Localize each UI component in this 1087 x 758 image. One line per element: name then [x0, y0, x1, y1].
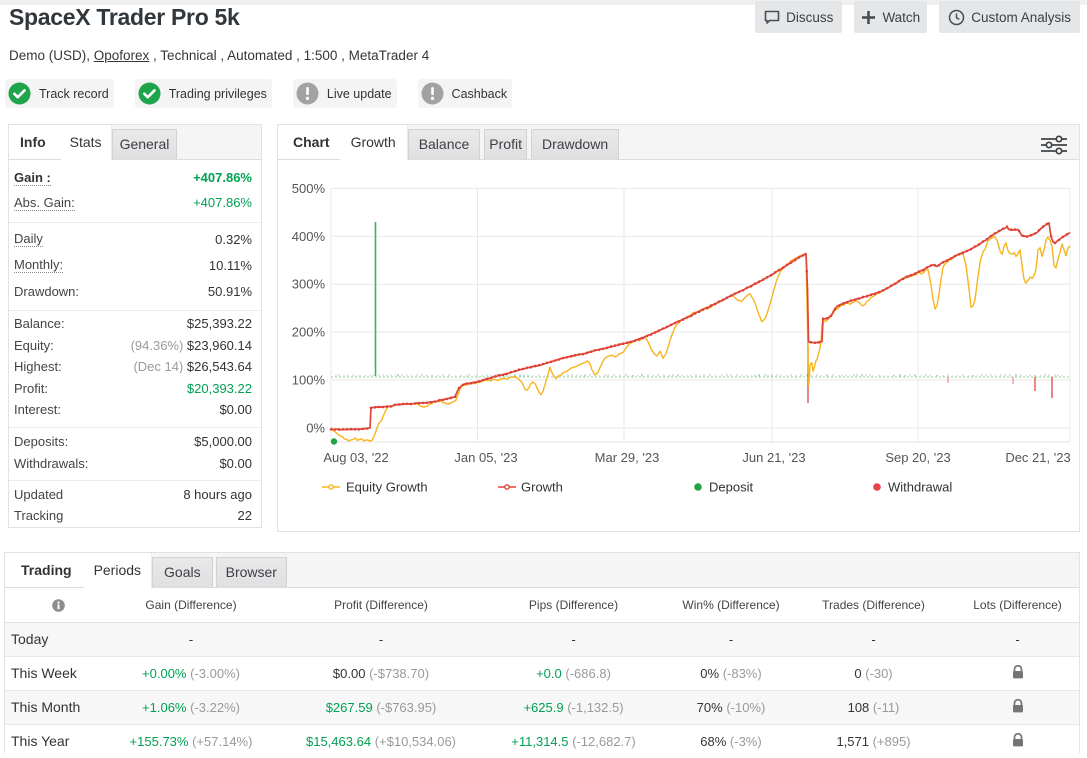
svg-text:Aug 03, '22: Aug 03, '22: [323, 450, 388, 465]
svg-text:Jan 05, '23: Jan 05, '23: [454, 450, 517, 465]
svg-text:Deposit: Deposit: [709, 480, 753, 495]
svg-text:Dec 21, '23: Dec 21, '23: [1005, 450, 1070, 465]
svg-text:Mar 29, '23: Mar 29, '23: [595, 450, 660, 465]
svg-text:400%: 400%: [292, 229, 326, 244]
svg-text:0%: 0%: [306, 420, 325, 435]
svg-text:Growth: Growth: [521, 480, 563, 495]
svg-text:100%: 100%: [292, 373, 326, 388]
svg-text:Equity Growth: Equity Growth: [346, 480, 428, 495]
svg-text:Jun 21, '23: Jun 21, '23: [742, 450, 805, 465]
svg-text:200%: 200%: [292, 325, 326, 340]
svg-text:300%: 300%: [292, 277, 326, 292]
svg-text:500%: 500%: [292, 181, 326, 196]
svg-text:Sep 20, '23: Sep 20, '23: [885, 450, 950, 465]
svg-text:Withdrawal: Withdrawal: [888, 480, 952, 495]
